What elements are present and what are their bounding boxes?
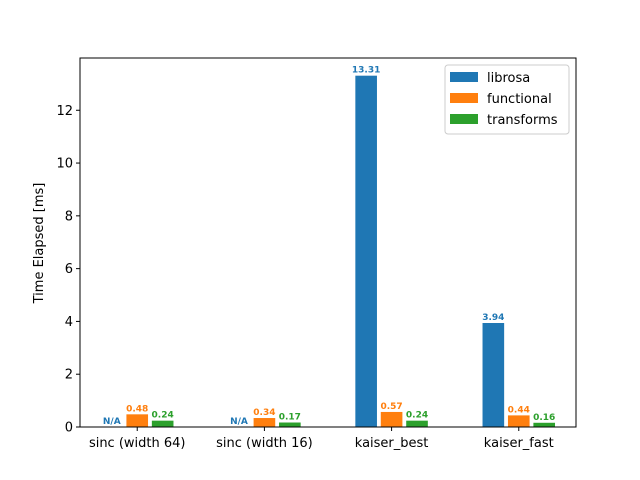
y-tick-label-8: 8 xyxy=(65,209,73,224)
x-tick-label-3: kaiser_fast xyxy=(484,436,554,451)
data-label-transforms-3: 0.16 xyxy=(533,413,555,423)
x-tick-label-0: sinc (width 64) xyxy=(89,436,186,451)
legend-swatch-librosa xyxy=(450,72,478,82)
y-tick-label-0: 0 xyxy=(65,421,73,436)
y-tick-label-4: 4 xyxy=(65,315,73,330)
legend-label-librosa: librosa xyxy=(487,71,530,86)
data-label-librosa-3: 3.94 xyxy=(482,313,504,323)
data-label-functional-1: 0.34 xyxy=(253,408,275,418)
bar-functional-2 xyxy=(380,411,403,427)
y-tick-label-10: 10 xyxy=(56,157,73,172)
axes-layer: 0 2 4 6 8 10 12 sinc (width 64) sinc (width 16) k… xyxy=(56,57,577,451)
legend-swatch-transforms xyxy=(450,114,478,124)
data-labels-layer: N/A N/A 13.31 3.94 0.48 0.34 0.57 0.44 0.24 0.17 0… xyxy=(103,66,555,427)
data-label-functional-0: 0.48 xyxy=(126,404,148,414)
bar-transforms-0 xyxy=(151,420,174,427)
legend: librosa functional transforms xyxy=(444,64,570,135)
bar-functional-3 xyxy=(507,415,530,427)
y-tick-label-12: 12 xyxy=(56,104,73,119)
bar-transforms-2 xyxy=(406,420,428,427)
data-label-functional-2: 0.57 xyxy=(380,402,402,412)
legend-swatch-functional xyxy=(450,93,478,103)
y-axis-label: Time Elapsed [ms] xyxy=(32,183,47,305)
bar-librosa-2 xyxy=(355,75,377,428)
data-label-transforms-1: 0.17 xyxy=(279,413,301,423)
data-label-transforms-0: 0.24 xyxy=(152,411,174,421)
plot-frame xyxy=(79,57,577,428)
y-tick-label-6: 6 xyxy=(65,262,73,277)
bars-layer xyxy=(126,75,556,428)
bar-functional-0 xyxy=(126,414,149,427)
bar-functional-1 xyxy=(253,418,276,427)
legend-label-transforms: transforms xyxy=(487,113,558,128)
bar-librosa-3 xyxy=(482,323,505,427)
legend-label-functional: functional xyxy=(487,92,552,107)
x-tick-label-2: kaiser_best xyxy=(355,436,429,451)
x-tick-label-1: sinc (width 16) xyxy=(216,436,313,451)
data-label-librosa-1: N/A xyxy=(230,417,248,427)
data-label-transforms-2: 0.24 xyxy=(406,411,428,421)
data-label-librosa-2: 13.31 xyxy=(352,66,380,76)
data-label-functional-3: 0.44 xyxy=(508,405,530,415)
data-label-librosa-0: N/A xyxy=(103,417,121,427)
bar-transforms-1 xyxy=(279,422,301,427)
y-tick-label-2: 2 xyxy=(65,368,73,383)
bar-transforms-3 xyxy=(533,422,556,427)
